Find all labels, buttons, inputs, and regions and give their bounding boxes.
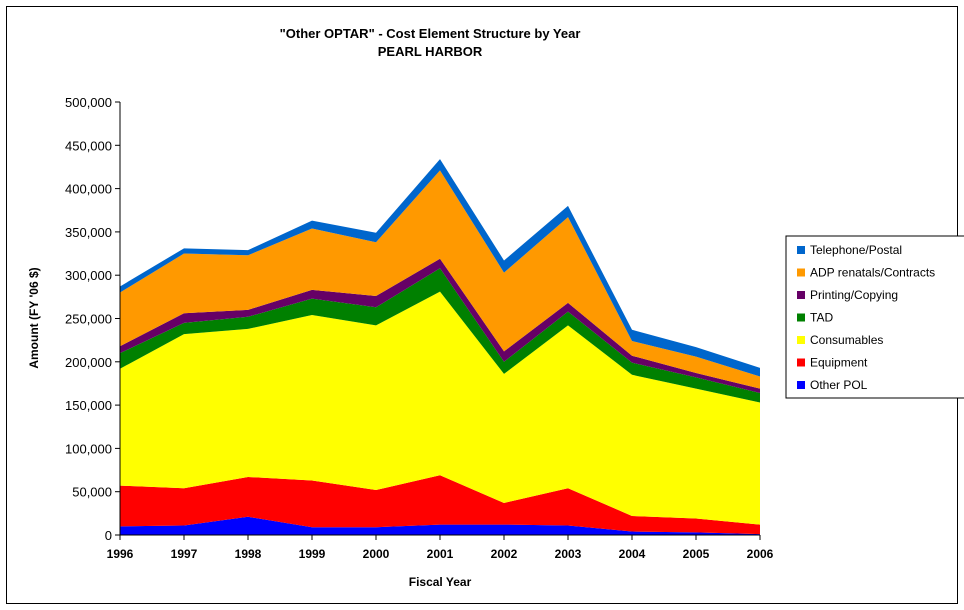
y-tick-label: 400,000	[65, 182, 112, 197]
x-tick-label: 2004	[619, 547, 646, 561]
legend-swatch-printing-copying	[797, 291, 805, 299]
area-other-pol	[120, 516, 760, 535]
y-tick-label: 150,000	[65, 398, 112, 413]
area-equipment	[120, 475, 760, 535]
legend-swatch-telephone-postal	[797, 246, 805, 254]
x-tick-label: 1999	[299, 547, 326, 561]
y-tick-label: 100,000	[65, 441, 112, 456]
legend-label-equipment: Equipment	[810, 356, 868, 370]
legend-label-consumables: Consumables	[810, 333, 883, 347]
x-tick-label: 1996	[107, 547, 134, 561]
area-consumables	[120, 291, 760, 525]
x-tick-labels: 1996 1997 1998 1999 2000 2001 2002 2003 2004 2005…	[107, 535, 774, 561]
legend-label-other-pol: Other POL	[810, 378, 868, 392]
legend: Telephone/Postal ADP renatals/Contracts Pr…	[785, 235, 964, 399]
x-tick-label: 2005	[683, 547, 710, 561]
x-tick-label: 2006	[747, 547, 774, 561]
legend-label-printing-copying: Printing/Copying	[810, 288, 898, 302]
legend-label-tad: TAD	[810, 311, 833, 325]
y-tick-label: 50,000	[72, 485, 112, 500]
y-tick-label: 500,000	[65, 95, 112, 110]
area-adp-renatals-contracts	[120, 170, 760, 389]
legend-swatch-equipment	[797, 358, 805, 367]
x-axis-label: Fiscal Year	[409, 575, 472, 589]
legend-swatch-other-pol	[797, 381, 805, 389]
chart-subtitle: PEARL HARBOR	[378, 44, 483, 59]
legend-swatch-tad	[797, 313, 805, 322]
legend-label-adp-renatals-contracts: ADP renatals/Contracts	[810, 266, 935, 280]
y-tick-label: 300,000	[65, 268, 112, 283]
x-tick-label: 1998	[235, 547, 262, 561]
area-telephone-postal	[120, 159, 760, 377]
chart-title: "Other OPTAR" - Cost Element Structure b…	[280, 26, 581, 41]
legend-swatch-consumables	[797, 336, 805, 344]
x-tick-label: 2003	[555, 547, 582, 561]
x-tick-label: 2002	[491, 547, 518, 561]
y-tick-label: 200,000	[65, 355, 112, 370]
y-axis-label: Amount (FY '06 $)	[27, 267, 41, 368]
y-tick-label: 0	[105, 528, 112, 543]
y-tick-label: 350,000	[65, 225, 112, 240]
y-tick-labels: 0 50,000 100,000 150,000 200,000 250,000 300,0…	[65, 95, 120, 543]
area-series-group	[120, 159, 760, 535]
y-tick-label: 450,000	[65, 138, 112, 153]
legend-label-telephone-postal: Telephone/Postal	[810, 243, 902, 257]
legend-swatch-adp-renatals-contracts	[797, 268, 805, 277]
x-tick-label: 2000	[363, 547, 390, 561]
y-tick-label: 250,000	[65, 312, 112, 327]
x-tick-label: 2001	[427, 547, 454, 561]
x-tick-label: 1997	[171, 547, 198, 561]
legend-box	[785, 235, 964, 399]
